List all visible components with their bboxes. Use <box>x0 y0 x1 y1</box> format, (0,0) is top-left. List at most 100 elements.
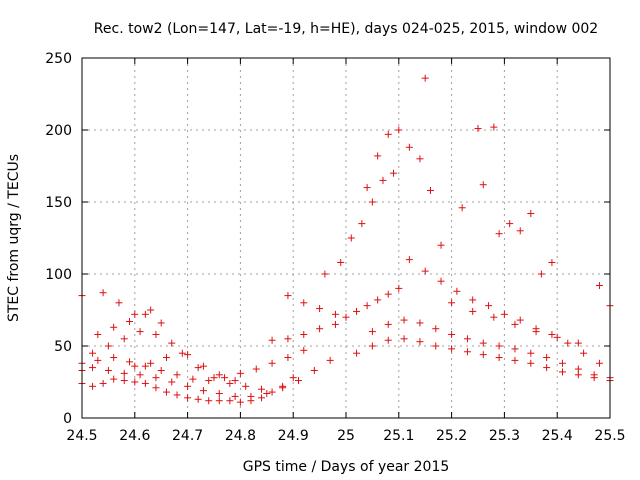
data-point <box>242 382 250 390</box>
data-point <box>226 379 234 387</box>
data-point <box>463 348 471 356</box>
data-point <box>426 186 434 194</box>
data-point <box>384 130 392 138</box>
data-point <box>162 354 170 362</box>
data-point <box>89 382 97 390</box>
y-axis-label: STEC from uqrg / TECUs <box>6 154 22 322</box>
data-point <box>532 328 540 336</box>
data-point <box>374 152 382 160</box>
data-point <box>168 378 176 386</box>
data-point <box>94 356 102 364</box>
data-point <box>548 258 556 266</box>
data-point <box>416 155 424 163</box>
data-point <box>458 204 466 212</box>
data-point <box>210 374 218 382</box>
data-point <box>479 339 487 347</box>
y-tick-label: 100 <box>45 267 72 283</box>
data-point <box>115 299 123 307</box>
data-point <box>184 382 192 390</box>
data-point <box>126 318 134 326</box>
data-point <box>268 359 276 367</box>
grid <box>82 58 610 418</box>
data-point <box>548 330 556 338</box>
data-point <box>421 267 429 275</box>
data-point <box>543 364 551 372</box>
x-tick-label: 24.6 <box>119 428 150 444</box>
data-point <box>236 369 244 377</box>
data-point <box>221 374 229 382</box>
data-point <box>368 342 376 350</box>
data-point <box>126 358 134 366</box>
data-point <box>558 368 566 376</box>
data-point <box>527 210 535 218</box>
data-point <box>448 330 456 338</box>
data-point <box>527 349 535 357</box>
data-point <box>543 354 551 362</box>
data-point <box>374 296 382 304</box>
data-point <box>300 330 308 338</box>
data-point <box>595 359 603 367</box>
data-point <box>353 307 361 315</box>
data-point <box>390 169 398 177</box>
data-point <box>194 395 202 403</box>
data-point <box>416 319 424 327</box>
data-point <box>564 339 572 347</box>
data-point <box>495 354 503 362</box>
data-point <box>168 339 176 347</box>
data-point <box>421 74 429 82</box>
data-point <box>131 378 139 386</box>
data-point <box>131 362 139 370</box>
data-point <box>321 270 329 278</box>
data-point <box>104 366 112 374</box>
data-point <box>215 397 223 405</box>
data-point <box>162 388 170 396</box>
data-point <box>395 284 403 292</box>
data-point <box>173 391 181 399</box>
data-point <box>120 369 128 377</box>
data-point <box>574 365 582 373</box>
x-tick-label: 24.5 <box>66 428 97 444</box>
data-point <box>516 227 524 235</box>
data-point <box>215 390 223 398</box>
data-point <box>448 299 456 307</box>
x-axis-label: GPS time / Days of year 2015 <box>243 459 450 475</box>
data-point <box>131 310 139 318</box>
data-point <box>141 310 149 318</box>
data-point <box>331 310 339 318</box>
data-point <box>553 333 561 341</box>
data-point <box>104 342 112 350</box>
data-point <box>400 316 408 324</box>
data-point <box>368 198 376 206</box>
data-point <box>152 384 160 392</box>
data-point <box>205 397 213 405</box>
data-point <box>252 365 260 373</box>
data-point <box>147 359 155 367</box>
data-point <box>574 339 582 347</box>
data-point <box>437 277 445 285</box>
axis-ticks <box>81 57 611 419</box>
x-tick-label: 24.7 <box>172 428 203 444</box>
data-point <box>495 230 503 238</box>
data-point <box>379 176 387 184</box>
data-point <box>511 345 519 353</box>
y-tick-label: 150 <box>45 195 72 211</box>
data-point <box>400 335 408 343</box>
x-tick-label: 25.5 <box>594 428 625 444</box>
data-point <box>453 287 461 295</box>
y-tick-label: 0 <box>63 411 72 427</box>
data-point <box>300 299 308 307</box>
data-point <box>316 305 324 313</box>
data-point <box>337 258 345 266</box>
data-point <box>490 313 498 321</box>
data-point <box>437 241 445 249</box>
data-point <box>226 397 234 405</box>
data-point <box>485 302 493 310</box>
data-point <box>537 270 545 278</box>
data-point <box>506 220 514 228</box>
data-point <box>279 384 287 392</box>
data-point <box>120 335 128 343</box>
data-marks <box>78 74 614 406</box>
data-point <box>231 392 239 400</box>
data-point <box>432 325 440 333</box>
data-point <box>326 356 334 364</box>
